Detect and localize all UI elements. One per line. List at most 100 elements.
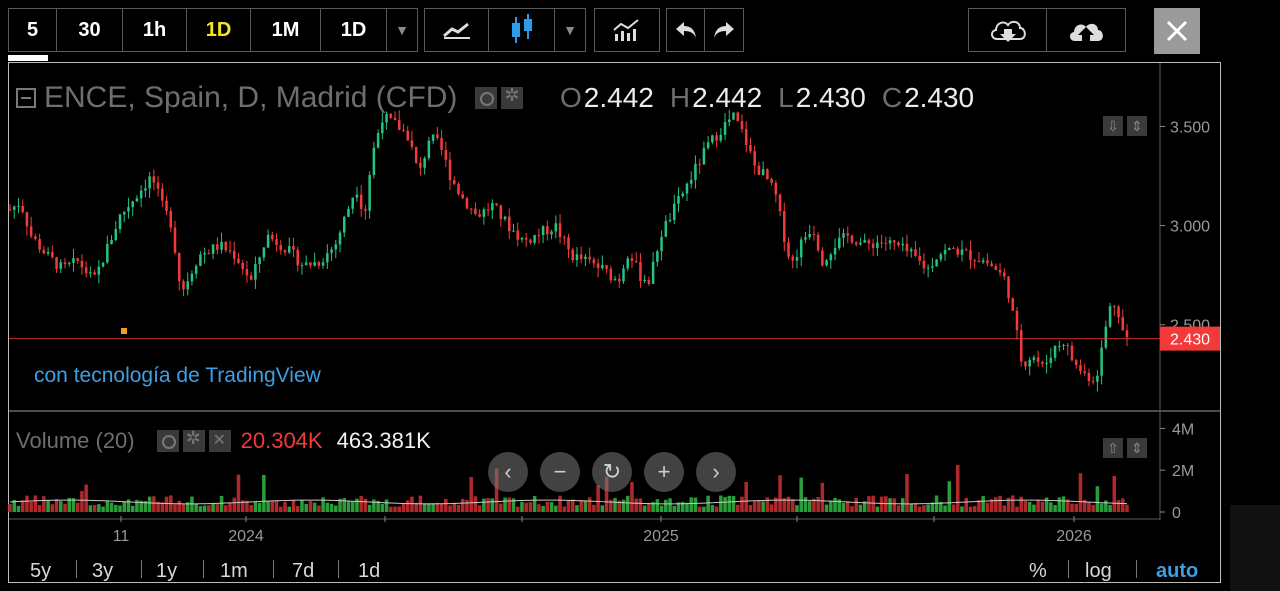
volume-bar [397,506,402,512]
candle-body [905,243,909,252]
volume-ma-value: 20.304K [240,428,323,453]
last-price-label: 2.430 [1170,332,1210,349]
scroll-left-button[interactable]: ‹ [488,452,528,492]
candle-body [220,241,223,250]
interval-5-button[interactable]: 5 [9,9,57,51]
volume-bar [740,496,744,512]
volume-bar [799,477,803,512]
candle-body [8,209,12,211]
chevron-down-icon: ▼ [395,22,409,38]
expand-icon[interactable]: ⇕ [1127,116,1147,136]
candle-body [457,183,460,195]
interval-dropdown-button[interactable]: ▼ [387,9,417,51]
reset-button[interactable]: ↻ [592,452,632,492]
candle-body [478,214,481,217]
expand-icon[interactable]: ⇕ [1127,438,1147,458]
event-marker[interactable] [121,328,127,334]
interval-1d-button[interactable]: 1D [187,9,251,51]
interval-1m-button[interactable]: 1M [251,9,321,51]
volume-bar [1074,503,1078,512]
range-1d-button[interactable]: 1d [358,560,381,582]
candle-body [618,278,621,282]
tradingview-watermark[interactable]: con tecnología de TradingView [34,364,321,387]
chart-style-dropdown-button[interactable]: ▼ [555,9,585,51]
gear-icon[interactable] [182,428,205,452]
range-3y-button[interactable]: 3y [92,560,114,582]
volume-bar [769,504,774,512]
volume-bar [634,498,638,512]
range-5y-button[interactable]: 5y [30,560,52,582]
volume-ma-line [9,499,1128,505]
volume-bar [427,503,431,512]
candle-body [943,249,947,255]
collapse-legend-icon[interactable] [16,88,36,108]
indicators-button[interactable] [595,9,659,51]
undo-button[interactable] [667,9,705,51]
candle-body [474,208,477,215]
candle-body [850,235,854,243]
interval-custom-button[interactable]: 1D [321,9,387,51]
save-layout-button[interactable] [1047,9,1125,51]
volume-bar [1116,500,1121,512]
volume-bar [625,495,630,512]
range-7d-button[interactable]: 7d [292,560,315,582]
volume-bar [520,501,524,512]
candle-body [533,234,536,243]
candle-body [546,226,549,235]
volume-bar [676,502,681,512]
line-chart-button[interactable] [425,9,489,51]
scroll-right-button[interactable]: › [696,452,736,492]
candle-body [563,237,566,239]
redo-button[interactable] [705,9,743,51]
candle-body [977,261,981,263]
candle-body [304,262,308,266]
candle-body [326,253,329,263]
candle-body [271,234,274,240]
candle-body [660,236,663,252]
range-1y-button[interactable]: 1y [156,560,178,582]
remove-icon[interactable] [208,430,231,452]
volume-bar [545,501,550,512]
candle-body [969,250,972,261]
arrow-up-icon[interactable]: ⇧ [1103,438,1123,458]
log-scale-toggle[interactable]: log [1085,560,1112,582]
eye-icon[interactable] [156,430,179,452]
load-layout-button[interactable] [969,9,1047,51]
candlestick-button[interactable] [489,9,555,51]
eye-icon[interactable] [475,87,498,109]
close-button[interactable] [1154,8,1200,54]
gear-icon[interactable] [501,85,524,109]
candle-body [216,244,219,250]
volume-bar [143,501,148,512]
volume-bar [1066,499,1070,512]
volume-bar [803,497,808,512]
volume-bar [236,474,241,512]
percent-scale-toggle[interactable]: % [1029,560,1047,582]
range-1m-button[interactable]: 1m [220,560,248,582]
arrow-down-icon[interactable]: ⇩ [1103,116,1123,136]
volume-bar [181,504,186,512]
volume-bar [482,498,486,512]
candle-body [584,256,587,260]
interval-30-button[interactable]: 30 [57,9,123,51]
interval-1h-button[interactable]: 1h [123,9,187,51]
volume-bar [355,498,359,512]
volume-bar [566,500,571,512]
y-tick-label: 3.000 [1170,219,1210,236]
volume-bar [655,499,660,512]
candle-body [38,239,41,250]
zoom-out-button[interactable]: − [540,452,580,492]
auto-scale-toggle[interactable]: auto [1156,560,1199,582]
candle-body [956,248,960,255]
volume-bar [16,505,21,512]
volume-bar [147,496,152,512]
volume-bar [346,501,351,512]
candle-body [558,223,562,238]
candle-body [266,234,270,248]
volume-bar [896,505,901,512]
zoom-in-button[interactable]: + [644,452,684,492]
volume-bar [266,501,270,512]
candle-body [673,203,676,220]
candle-body [897,242,900,246]
